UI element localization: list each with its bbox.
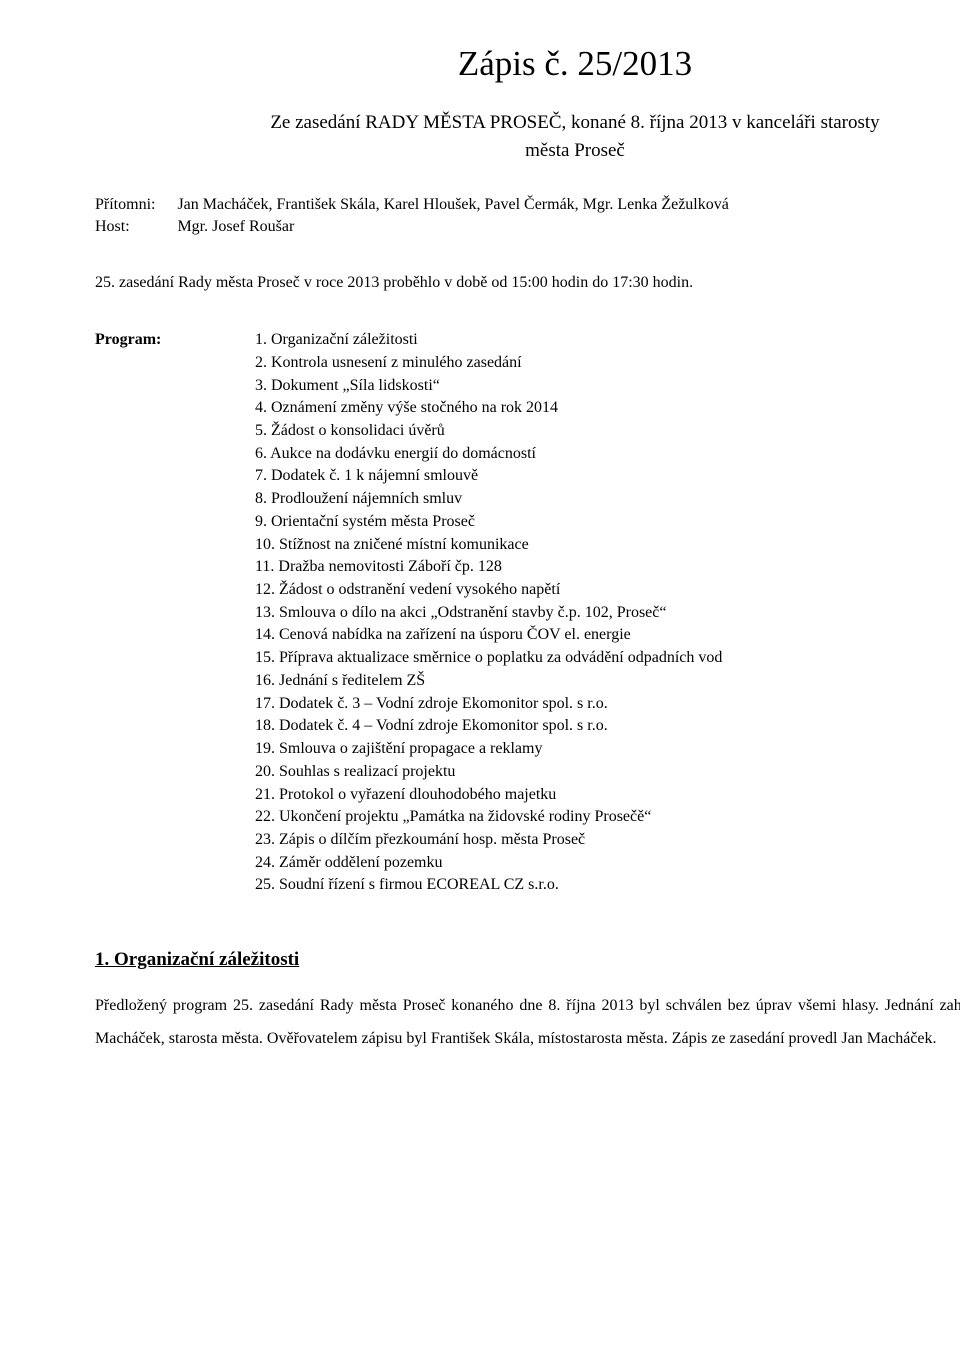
program-block: Program: 1. Organizační záležitosti2. Ko… <box>95 329 960 897</box>
present-value: Jan Macháček, František Skála, Karel Hlo… <box>177 194 728 216</box>
section1-body: Předložený program 25. zasedání Rady měs… <box>95 989 960 1056</box>
info-row-host: Host: Mgr. Josef Roušar <box>95 216 729 238</box>
program-item: 5. Žádost o konsolidaci úvěrů <box>255 420 960 443</box>
program-label: Program: <box>95 329 255 351</box>
present-label: Přítomni: <box>95 194 177 216</box>
program-item: 18. Dodatek č. 4 – Vodní zdroje Ekomonit… <box>255 715 960 738</box>
program-item: 1. Organizační záležitosti <box>255 329 960 352</box>
meeting-note: 25. zasedání Rady města Proseč v roce 20… <box>95 272 960 294</box>
program-list: 1. Organizační záležitosti2. Kontrola us… <box>255 329 960 897</box>
program-item: 4. Oznámení změny výše stočného na rok 2… <box>255 397 960 420</box>
program-item: 2. Kontrola usnesení z minulého zasedání <box>255 352 960 375</box>
program-item: 22. Ukončení projektu „Památka na židovs… <box>255 806 960 829</box>
program-item: 3. Dokument „Síla lidskosti“ <box>255 375 960 398</box>
program-item: 25. Soudní řízení s firmou ECOREAL CZ s.… <box>255 874 960 897</box>
program-item: 16. Jednání s ředitelem ZŠ <box>255 670 960 693</box>
program-item: 7. Dodatek č. 1 k nájemní smlouvě <box>255 465 960 488</box>
program-item: 9. Orientační systém města Proseč <box>255 511 960 534</box>
document-title: Zápis č. 25/2013 <box>95 40 960 87</box>
info-table: Přítomni: Jan Macháček, František Skála,… <box>95 194 729 237</box>
program-item: 13. Smlouva o dílo na akci „Odstranění s… <box>255 602 960 625</box>
info-row-present: Přítomni: Jan Macháček, František Skála,… <box>95 194 729 216</box>
program-item: 15. Příprava aktualizace směrnice o popl… <box>255 647 960 670</box>
host-label: Host: <box>95 216 177 238</box>
section1-heading: 1. Organizační záležitosti <box>95 947 960 973</box>
program-item: 14. Cenová nabídka na zařízení na úsporu… <box>255 624 960 647</box>
program-item: 8. Prodloužení nájemních smluv <box>255 488 960 511</box>
program-item: 24. Záměr oddělení pozemku <box>255 852 960 875</box>
program-item: 11. Dražba nemovitosti Záboří čp. 128 <box>255 556 960 579</box>
program-item: 6. Aukce na dodávku energií do domácnost… <box>255 443 960 466</box>
program-item: 12. Žádost o odstranění vedení vysokého … <box>255 579 960 602</box>
document-subtitle-line1: Ze zasedání RADY MĚSTA PROSEČ, konané 8.… <box>95 109 960 137</box>
host-value: Mgr. Josef Roušar <box>177 216 728 238</box>
program-item: 10. Stížnost na zničené místní komunikac… <box>255 534 960 557</box>
program-item: 17. Dodatek č. 3 – Vodní zdroje Ekomonit… <box>255 693 960 716</box>
program-item: 19. Smlouva o zajištění propagace a rekl… <box>255 738 960 761</box>
program-item: 21. Protokol o vyřazení dlouhodobého maj… <box>255 784 960 807</box>
program-item: 23. Zápis o dílčím přezkoumání hosp. měs… <box>255 829 960 852</box>
program-item: 20. Souhlas s realizací projektu <box>255 761 960 784</box>
document-subtitle-line2: města Proseč <box>95 137 960 165</box>
